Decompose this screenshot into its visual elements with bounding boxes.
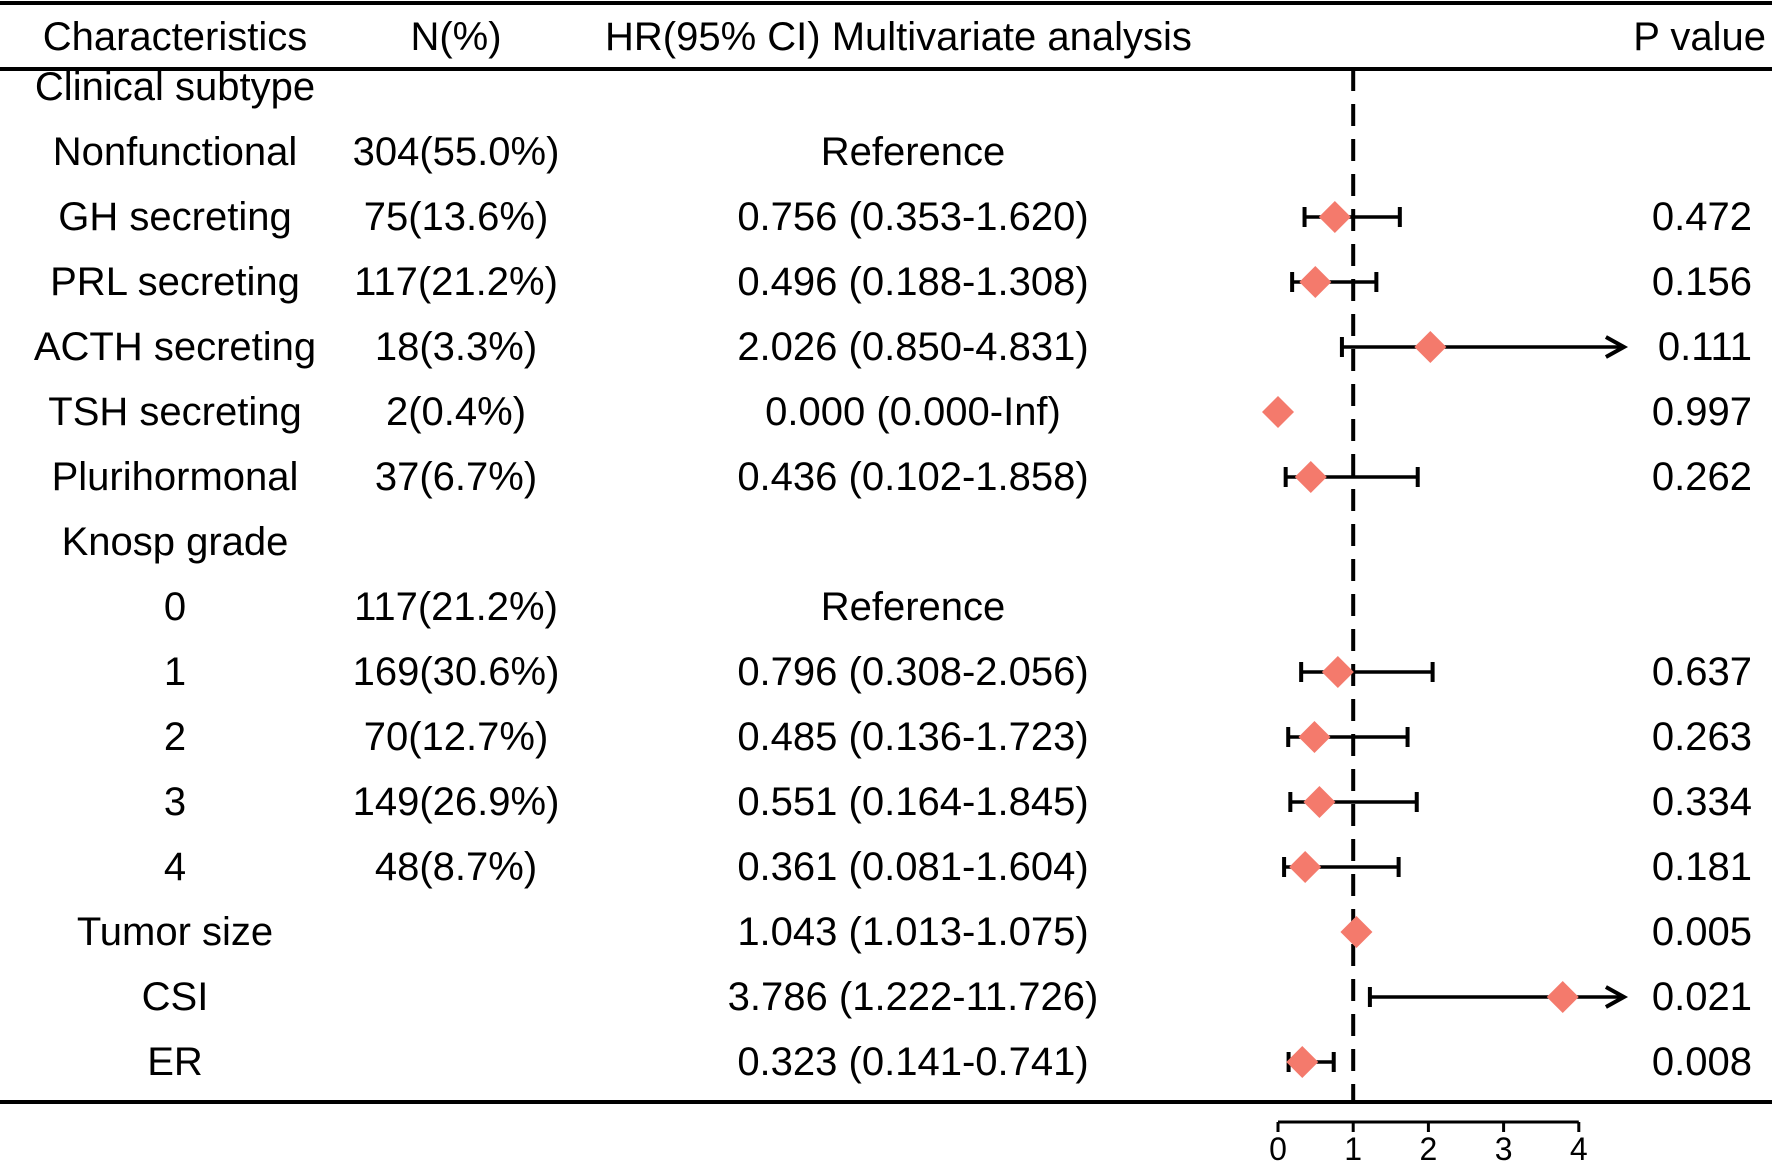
hr-point-marker xyxy=(1286,1046,1319,1078)
row-label: ACTH secreting xyxy=(34,325,316,369)
n-percent: 149(26.9%) xyxy=(353,780,560,824)
ci-arrow-head xyxy=(1604,985,1629,1009)
hr-point-marker xyxy=(1294,461,1327,493)
header-characteristics: Characteristics xyxy=(43,15,308,59)
hr-point-marker xyxy=(1340,916,1373,948)
group-label: Clinical subtype xyxy=(35,65,315,109)
hr-point-marker xyxy=(1299,266,1332,298)
n-percent: 18(3.3%) xyxy=(375,325,537,369)
x-axis-ticks: 0 1 2 3 4 xyxy=(1269,1122,1588,1163)
row-label: 2 xyxy=(164,715,186,759)
n-percent: 70(12.7%) xyxy=(364,715,549,759)
p-value: 0.997 xyxy=(1652,390,1752,434)
row-label: 1 xyxy=(164,650,186,694)
hr-ci-text: 0.756 (0.353-1.620) xyxy=(737,195,1088,239)
hr-ci-text: 2.026 (0.850-4.831) xyxy=(737,325,1088,369)
row-label: Nonfunctional xyxy=(53,130,298,174)
p-value: 0.008 xyxy=(1652,1040,1752,1084)
hr-point-marker xyxy=(1262,396,1294,428)
group-label: Knosp grade xyxy=(62,520,289,564)
row-label: 4 xyxy=(164,845,186,889)
p-value: 0.334 xyxy=(1652,780,1752,824)
n-percent: 117(21.2%) xyxy=(354,585,558,629)
hr-point-marker xyxy=(1318,201,1351,233)
row-label: PRL secreting xyxy=(50,260,300,304)
row-label: CSI xyxy=(142,975,209,1019)
hr-ci-text: 0.436 (0.102-1.858) xyxy=(737,455,1088,499)
forest-marks xyxy=(1262,201,1629,1078)
p-value: 0.637 xyxy=(1652,650,1752,694)
p-value: 0.263 xyxy=(1652,715,1752,759)
hr-ci-text: 0.000 (0.000-Inf) xyxy=(765,390,1061,434)
n-percent: 48(8.7%) xyxy=(375,845,537,889)
hr-point-marker xyxy=(1414,331,1447,363)
ci-arrow-head xyxy=(1604,335,1629,359)
hr-ci-text: 0.551 (0.164-1.845) xyxy=(737,780,1088,824)
hr-ci-text: 0.361 (0.081-1.604) xyxy=(737,845,1088,889)
p-value: 0.472 xyxy=(1652,195,1752,239)
hr-ci-text: 3.786 (1.222-11.726) xyxy=(728,975,1099,1019)
x-tick-label: 4 xyxy=(1570,1131,1588,1163)
hr-point-marker xyxy=(1303,786,1336,818)
row-label: 3 xyxy=(164,780,186,824)
hr-point-marker xyxy=(1298,721,1331,753)
x-tick-label: 2 xyxy=(1420,1131,1438,1163)
n-percent: 75(13.6%) xyxy=(364,195,549,239)
p-value: 0.111 xyxy=(1658,325,1752,369)
n-percent: 169(30.6%) xyxy=(353,650,560,694)
row-label: 0 xyxy=(164,585,186,629)
n-percent: 117(21.2%) xyxy=(354,260,558,304)
p-value: 0.021 xyxy=(1652,975,1752,1019)
n-percent: 37(6.7%) xyxy=(375,455,537,499)
hr-ci-text: 1.043 (1.013-1.075) xyxy=(737,910,1088,954)
x-tick-label: 0 xyxy=(1269,1131,1287,1163)
n-percent: 2(0.4%) xyxy=(386,390,526,434)
hr-ci-text: 0.496 (0.188-1.308) xyxy=(737,260,1088,304)
p-value: 0.181 xyxy=(1652,845,1752,889)
row-label: Tumor size xyxy=(77,910,273,954)
hr-ci-text: Reference xyxy=(821,130,1006,174)
hr-point-marker xyxy=(1321,656,1354,688)
p-value: 0.156 xyxy=(1652,260,1752,304)
row-label: ER xyxy=(147,1040,203,1084)
p-value: 0.005 xyxy=(1652,910,1752,954)
hr-point-marker xyxy=(1289,851,1322,883)
hr-ci-text: Reference xyxy=(821,585,1006,629)
header-hr: HR(95% CI) Multivariate analysis xyxy=(605,15,1192,59)
header-n: N(%) xyxy=(410,15,501,59)
n-percent: 304(55.0%) xyxy=(353,130,560,174)
hr-ci-text: 0.485 (0.136-1.723) xyxy=(737,715,1088,759)
row-label: GH secreting xyxy=(58,195,291,239)
header-p-value: P value xyxy=(1633,15,1766,59)
table-rows: Clinical subtype Nonfunctional 304(55.0%) R… xyxy=(34,65,1752,1084)
hr-ci-text: 0.323 (0.141-0.741) xyxy=(737,1040,1088,1084)
row-label: TSH secreting xyxy=(48,390,301,434)
hr-ci-text: 0.796 (0.308-2.056) xyxy=(737,650,1088,694)
x-tick-label: 3 xyxy=(1495,1131,1513,1163)
hr-point-marker xyxy=(1546,981,1579,1013)
row-label: Plurihormonal xyxy=(52,455,299,499)
x-tick-label: 1 xyxy=(1344,1131,1362,1163)
p-value: 0.262 xyxy=(1652,455,1752,499)
